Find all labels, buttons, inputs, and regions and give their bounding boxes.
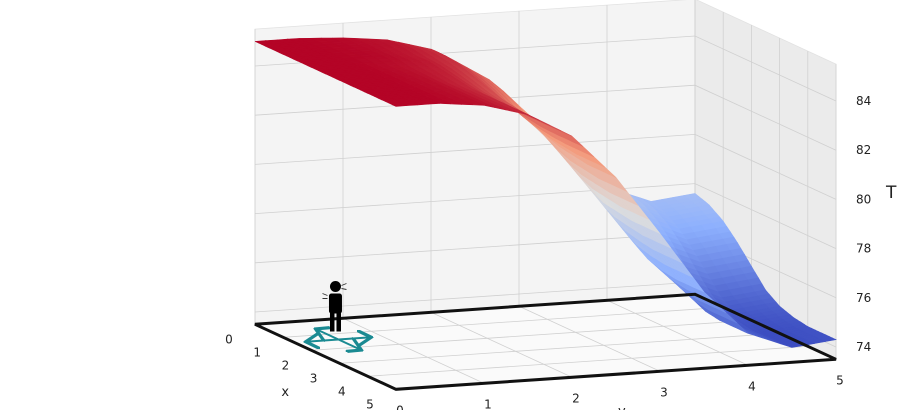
z-tick-label: 84 <box>856 94 871 108</box>
person-body <box>328 293 342 314</box>
grid-line <box>283 306 724 338</box>
z-tick-label: 74 <box>856 340 871 354</box>
y-tick-label: 2 <box>572 391 580 405</box>
grid-line <box>606 299 749 366</box>
z-tick-label: 82 <box>856 143 871 157</box>
move-arrow <box>317 330 339 340</box>
grid-line <box>518 305 661 372</box>
x-tick-label: 1 <box>253 345 261 359</box>
grid-line <box>254 133 837 200</box>
x-tick-label: 3 <box>310 371 318 385</box>
sensor-marks <box>322 283 347 299</box>
y-axis-label: y <box>618 404 626 410</box>
move-arrow <box>338 340 359 350</box>
move-arrow <box>338 337 369 339</box>
grid-line <box>339 332 780 364</box>
x-tick-label: 2 <box>282 358 290 372</box>
grid-line <box>311 319 752 351</box>
z-tick-label: 76 <box>856 291 871 305</box>
domain-outline <box>254 292 837 391</box>
y-tick-label: 1 <box>484 397 492 410</box>
grid-line <box>430 311 573 378</box>
grid-line <box>342 317 485 384</box>
y-tick-label: 3 <box>660 385 668 399</box>
person-leg <box>336 312 341 332</box>
z-tick-label: 80 <box>856 192 871 206</box>
person-icon <box>322 281 347 332</box>
x-axis-label: x <box>281 385 289 400</box>
x-tick-label: 5 <box>366 397 374 410</box>
agent-marker <box>308 281 370 349</box>
y-tick-label: 4 <box>748 379 756 393</box>
move-arrow <box>308 340 339 342</box>
person-leg <box>329 312 335 332</box>
grid-line <box>254 183 837 249</box>
x-tick-label: 4 <box>338 384 346 398</box>
z-tick-label: 78 <box>856 242 871 256</box>
grid-line <box>367 345 808 377</box>
y-tick-label: 5 <box>836 373 844 387</box>
person-head <box>329 281 341 292</box>
temperature-surface <box>254 37 837 348</box>
surface-cell <box>392 103 408 107</box>
z-axis-label: T <box>885 183 897 203</box>
x-tick-label: 0 <box>225 332 233 346</box>
tick-labels: 0 1 2 3 4 5 0 1 2 3 4 5 74 76 78 80 82 84 <box>225 94 871 410</box>
y-tick-label: 0 <box>396 403 404 410</box>
domain-boundary <box>254 292 837 391</box>
